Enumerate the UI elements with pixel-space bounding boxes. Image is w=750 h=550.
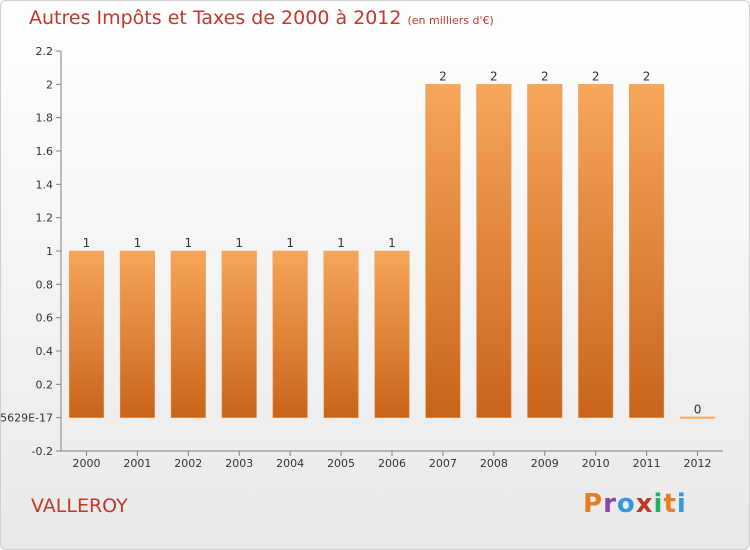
data-label: 1 xyxy=(388,236,396,250)
y-tick-label: 1.2 xyxy=(36,212,54,225)
data-label: 1 xyxy=(337,236,345,250)
x-tick-label: 2009 xyxy=(531,457,559,470)
x-tick-label: 2007 xyxy=(429,457,457,470)
data-label: 2 xyxy=(592,69,600,83)
y-tick-label: 0.2 xyxy=(36,378,54,391)
proxiti-logo: Proxiti xyxy=(583,489,687,519)
x-tick-label: 2004 xyxy=(276,457,304,470)
y-tick-label: 2 xyxy=(46,78,53,91)
bar xyxy=(527,84,563,418)
logo-letter: r xyxy=(603,489,617,519)
data-label: 1 xyxy=(286,236,294,250)
bar xyxy=(323,250,359,418)
data-label: 1 xyxy=(184,236,192,250)
y-tick-label: 1.4 xyxy=(36,178,54,191)
chart-title-unit: (en milliers d'€) xyxy=(407,14,494,27)
x-tick-label: 2011 xyxy=(633,457,661,470)
bar xyxy=(629,84,665,418)
y-tick-label: -1.5629E-17 xyxy=(1,412,53,425)
data-label: 2 xyxy=(490,69,498,83)
y-tick-label: 0.8 xyxy=(36,278,54,291)
chart-title-text: Autres Impôts et Taxes de 2000 à 2012 xyxy=(29,7,402,29)
data-label: 1 xyxy=(83,236,91,250)
bar xyxy=(578,84,614,418)
bar xyxy=(476,84,512,418)
data-label: 2 xyxy=(439,69,447,83)
logo-letter: t xyxy=(663,489,677,519)
y-tick-label: 0.4 xyxy=(36,345,54,358)
data-label: 1 xyxy=(235,236,243,250)
logo-letter: o xyxy=(616,489,636,519)
y-tick-label: 1.8 xyxy=(36,112,54,125)
data-label: 1 xyxy=(134,236,142,250)
x-tick-label: 2006 xyxy=(378,457,406,470)
chart-title: Autres Impôts et Taxes de 2000 à 2012 (en… xyxy=(29,7,494,29)
logo-letter: x xyxy=(635,489,654,519)
logo-letter: P xyxy=(583,489,604,519)
bar xyxy=(170,250,206,418)
x-tick-label: 2001 xyxy=(123,457,151,470)
commune-name: VALLEROY xyxy=(31,495,128,517)
y-tick-label: 0.6 xyxy=(36,312,54,325)
x-tick-label: 2002 xyxy=(174,457,202,470)
bar xyxy=(119,250,155,418)
x-tick-label: 2003 xyxy=(225,457,253,470)
x-tick-label: 2000 xyxy=(72,457,100,470)
x-tick-label: 2008 xyxy=(480,457,508,470)
logo-letter: i xyxy=(653,489,664,519)
bar xyxy=(68,250,105,418)
bar xyxy=(680,416,715,419)
bar xyxy=(221,250,257,418)
bar xyxy=(374,250,410,418)
x-tick-label: 2005 xyxy=(327,457,355,470)
y-tick-label: 2.2 xyxy=(36,45,54,58)
x-tick-label: 2012 xyxy=(684,457,712,470)
bar xyxy=(425,84,461,418)
x-tick-label: 2010 xyxy=(582,457,610,470)
data-label: 0 xyxy=(694,403,702,417)
y-tick-label: -0.2 xyxy=(32,445,53,458)
y-tick-label: 1.6 xyxy=(36,145,54,158)
bar xyxy=(272,250,308,418)
y-tick-label: 1 xyxy=(46,245,53,258)
data-label: 2 xyxy=(541,69,549,83)
logo-letter: i xyxy=(676,489,687,519)
data-label: 2 xyxy=(643,69,651,83)
